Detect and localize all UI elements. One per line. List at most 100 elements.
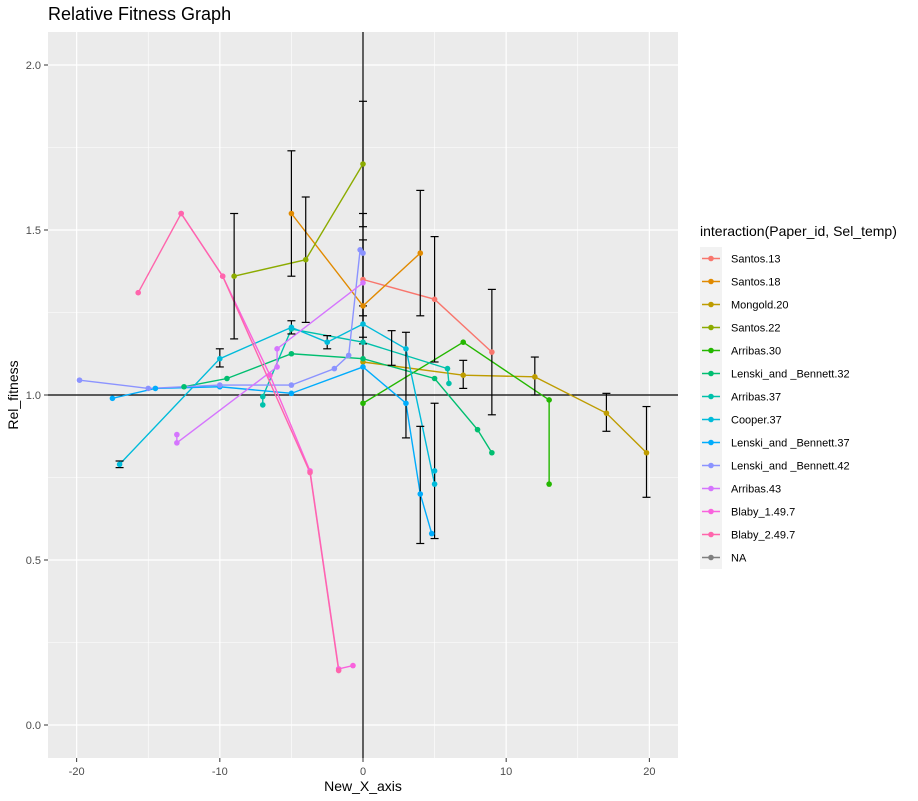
data-point bbox=[546, 397, 552, 403]
legend-title: interaction(Paper_id, Sel_temp) bbox=[700, 223, 897, 239]
x-tick-label: 0 bbox=[360, 766, 366, 778]
data-point bbox=[174, 431, 180, 438]
data-point bbox=[474, 426, 481, 433]
data-point bbox=[360, 321, 366, 327]
data-point bbox=[174, 440, 180, 446]
data-point bbox=[428, 530, 435, 537]
legend-label: Santos.18 bbox=[731, 277, 781, 289]
data-point bbox=[302, 256, 309, 263]
data-point bbox=[403, 400, 409, 407]
legend-label: Blaby_1.49.7 bbox=[731, 507, 795, 519]
y-tick-label: 0.5 bbox=[26, 555, 41, 567]
data-point bbox=[603, 410, 610, 416]
data-point bbox=[217, 382, 223, 388]
data-point bbox=[152, 385, 159, 392]
data-point bbox=[274, 346, 280, 352]
legend-key-point bbox=[708, 393, 714, 400]
data-point bbox=[324, 339, 331, 346]
data-point bbox=[460, 372, 467, 379]
series-points bbox=[76, 161, 650, 674]
x-axis-ticks: -20 -10 0 10 20 bbox=[69, 758, 655, 778]
legend-key-point bbox=[708, 554, 714, 561]
data-point bbox=[345, 352, 352, 359]
legend-key-point bbox=[708, 508, 714, 515]
legend-label: Santos.22 bbox=[731, 323, 781, 335]
data-point bbox=[219, 273, 226, 280]
data-point bbox=[417, 491, 424, 497]
series-line-cooper-37 bbox=[119, 323, 436, 485]
data-point bbox=[431, 296, 438, 303]
legend-label: Cooper.37 bbox=[731, 415, 782, 427]
chart-title: Relative Fitness Graph bbox=[48, 4, 231, 24]
legend-label: Lenski_and _Bennett.37 bbox=[731, 438, 850, 450]
data-point bbox=[224, 375, 230, 382]
data-point bbox=[259, 402, 266, 408]
data-point bbox=[335, 667, 342, 674]
data-point bbox=[331, 365, 338, 372]
legend-key-point bbox=[708, 301, 714, 308]
data-point bbox=[360, 280, 366, 286]
legend-key-point bbox=[708, 485, 714, 492]
legend-key-point bbox=[708, 278, 714, 285]
legend: interaction(Paper_id, Sel_temp) Santos.1… bbox=[700, 223, 897, 569]
x-tick-label: 20 bbox=[643, 766, 655, 778]
data-point bbox=[231, 273, 237, 280]
data-point bbox=[288, 390, 295, 397]
x-axis-title: New_X_axis bbox=[324, 778, 402, 794]
data-point bbox=[431, 468, 438, 474]
legend-label: Arribas.43 bbox=[731, 484, 781, 496]
data-point bbox=[546, 481, 552, 487]
data-point bbox=[267, 372, 273, 379]
data-point bbox=[360, 339, 366, 346]
data-point bbox=[259, 393, 266, 400]
legend-label: Santos.13 bbox=[731, 254, 781, 266]
data-point bbox=[178, 210, 184, 217]
x-tick-label: 10 bbox=[500, 766, 512, 778]
data-point bbox=[350, 662, 356, 669]
y-axis-title: Rel_fitness bbox=[5, 360, 21, 429]
data-point bbox=[135, 289, 142, 296]
data-point bbox=[403, 346, 409, 352]
data-point bbox=[489, 449, 495, 456]
legend-label: Lenski_and _Bennett.32 bbox=[731, 369, 850, 381]
legend-label: NA bbox=[731, 553, 747, 565]
data-point bbox=[360, 364, 366, 370]
legend-key-point bbox=[708, 370, 714, 377]
data-point bbox=[444, 365, 451, 372]
legend-key-point bbox=[708, 439, 714, 446]
data-point bbox=[431, 375, 438, 382]
y-tick-label: 0.0 bbox=[26, 720, 41, 732]
data-point bbox=[431, 481, 438, 487]
series-line-lenski-and-bennett-42 bbox=[79, 248, 364, 390]
data-point bbox=[288, 382, 295, 388]
data-point bbox=[360, 250, 366, 256]
legend-items: Santos.13 Santos.18 Mongold.20 Santos.22 Arr… bbox=[700, 247, 850, 569]
data-point bbox=[643, 449, 650, 456]
data-point bbox=[288, 350, 295, 357]
legend-label: Mongold.20 bbox=[731, 300, 789, 312]
legend-label: Arribas.30 bbox=[731, 346, 781, 358]
y-axis-ticks: 0.0 0.5 1.0 1.5 2.0 bbox=[26, 60, 48, 732]
data-point bbox=[307, 469, 313, 476]
legend-key-point bbox=[708, 324, 714, 331]
legend-label: Blaby_2.49.7 bbox=[731, 530, 795, 542]
data-point bbox=[181, 383, 187, 390]
x-tick-label: -10 bbox=[212, 766, 228, 778]
data-point bbox=[417, 250, 424, 256]
legend-key-point bbox=[708, 347, 714, 354]
data-point bbox=[360, 161, 366, 167]
x-tick-label: -20 bbox=[69, 766, 85, 778]
data-point bbox=[360, 400, 366, 407]
data-point bbox=[274, 364, 280, 370]
data-point bbox=[532, 374, 538, 380]
legend-key-point bbox=[708, 255, 714, 262]
legend-label: Lenski_and _Bennett.42 bbox=[731, 461, 850, 473]
y-tick-label: 1.5 bbox=[26, 225, 41, 237]
data-point bbox=[217, 355, 223, 362]
data-point bbox=[460, 339, 467, 346]
data-point bbox=[360, 303, 366, 309]
data-point bbox=[288, 324, 295, 331]
legend-key-point bbox=[708, 416, 714, 423]
data-point bbox=[288, 210, 295, 217]
legend-key-point bbox=[708, 462, 714, 469]
